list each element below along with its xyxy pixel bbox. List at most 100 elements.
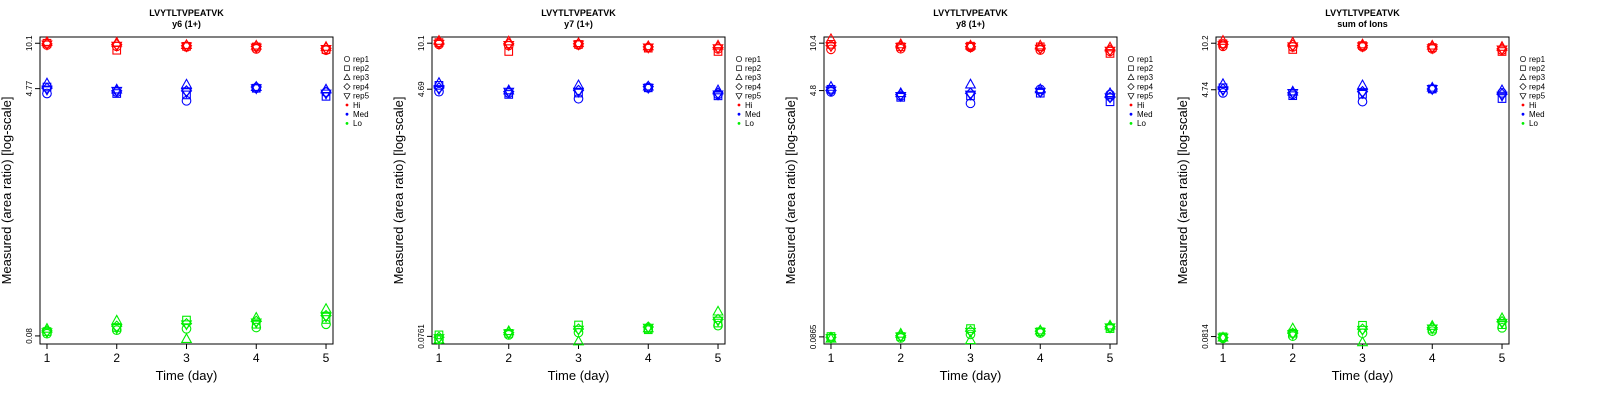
x-axis-label: Time (day): [940, 368, 1002, 383]
legend-label: rep1: [745, 55, 762, 64]
point-med-rep5: [1287, 88, 1299, 100]
point-hi-rep5: [320, 44, 332, 56]
point-hi-rep5: [250, 43, 262, 54]
point-lo-rep3: [1034, 324, 1046, 335]
point-lo-rep3: [1496, 311, 1508, 323]
legend-label: Med: [745, 110, 761, 119]
chart-title: LVYTLTVPEATVK: [149, 8, 224, 18]
legend-marker-med: [737, 112, 741, 116]
point-lo-rep2: [1358, 320, 1367, 330]
point-lo-rep5: [1287, 329, 1299, 341]
point-med-rep2: [1105, 97, 1115, 107]
point-lo-rep3: [320, 302, 332, 313]
point-med-rep2: [1288, 91, 1298, 101]
point-lo-rep3: [180, 332, 193, 343]
y-tick-label: 4.8: [809, 84, 818, 96]
x-tick-label: 2: [505, 351, 512, 365]
point-med-rep2: [1497, 94, 1507, 103]
x-tick-label: 5: [715, 351, 722, 365]
y-tick-label: 4.77: [25, 80, 34, 96]
chart-panel-2: LVYTLTVPEATVK y7 (1+) 1 2 3 4 5 0.0761 4.69 10.1 T…: [392, 0, 784, 400]
legend-marker-rep2: [344, 65, 350, 71]
chart-subtitle: y8 (1+): [956, 19, 985, 29]
y-tick-label: 10.1: [25, 35, 34, 51]
legend-marker-rep3: [735, 73, 743, 80]
x-tick-label: 5: [1499, 351, 1506, 365]
point-med-rep5: [250, 84, 262, 95]
point-lo-rep5: [642, 323, 654, 334]
point-hi-rep5: [1104, 46, 1116, 58]
point-med-rep3: [1217, 77, 1229, 89]
chart-subtitle: y6 (1+): [172, 19, 201, 29]
legend-marker-rep5: [1519, 93, 1527, 100]
point-lo-rep5: [1217, 333, 1229, 344]
legend-label: rep2: [1137, 64, 1154, 73]
point-lo-rep4: [320, 309, 332, 322]
x-tick-label: 1: [828, 351, 835, 365]
legend-label: Hi: [1137, 101, 1145, 110]
x-tick-label: 1: [44, 351, 51, 365]
legend-label: rep5: [1137, 92, 1154, 101]
legend-label: rep2: [1529, 64, 1546, 73]
point-hi-rep5: [1034, 44, 1046, 56]
legend-marker-hi: [737, 103, 741, 107]
legend-label: rep5: [1529, 92, 1546, 101]
point-med-rep3: [712, 84, 724, 95]
chart-title: LVYTLTVPEATVK: [541, 8, 616, 18]
point-med-rep2: [182, 90, 191, 100]
plot-frame: [39, 36, 334, 345]
point-hi-rep5: [964, 42, 977, 54]
y-tick-label: 10.2: [1201, 35, 1210, 51]
x-tick-label: 2: [113, 351, 120, 365]
x-tick-label: 4: [253, 351, 260, 365]
point-med-rep3: [964, 78, 977, 89]
legend-label: rep2: [353, 64, 370, 73]
point-lo-rep3: [1287, 322, 1299, 333]
point-hi-rep3: [250, 39, 262, 50]
legend-label: rep4: [1529, 82, 1546, 91]
point-med-rep3: [41, 77, 53, 88]
point-med-rep2: [112, 89, 122, 98]
legend-label: Hi: [745, 101, 753, 110]
plot-frame: [431, 36, 726, 345]
point-med-rep5: [895, 91, 907, 103]
legend-marker-rep1: [735, 55, 743, 63]
y-tick-label: 0.0865: [809, 324, 818, 349]
point-lo-rep5: [250, 318, 262, 329]
point-lo-rep5: [712, 316, 724, 327]
legend-marker-rep5: [1127, 93, 1135, 100]
legend-label: rep5: [745, 92, 762, 101]
data-points: [41, 35, 332, 343]
point-hi-rep3: [642, 39, 654, 51]
y-tick-label: 0.0761: [417, 324, 426, 349]
point-hi-rep5: [433, 39, 445, 51]
y-axis-label: Measured (area ratio) [log-scale]: [392, 97, 406, 285]
legend-marker-lo: [737, 122, 741, 125]
legend-marker-rep4: [1127, 83, 1135, 91]
point-med-rep1: [434, 86, 444, 97]
point-hi-rep3: [1217, 34, 1229, 45]
legend-label: rep3: [745, 73, 762, 82]
point-med-rep3: [180, 78, 193, 89]
legend-label: Lo: [745, 119, 754, 128]
data-points: [825, 32, 1116, 345]
point-med-rep5: [572, 87, 585, 99]
x-tick-label: 2: [897, 351, 904, 365]
point-hi-rep2: [504, 47, 514, 56]
legend-label: rep3: [1529, 73, 1546, 82]
point-hi-rep1: [826, 44, 836, 55]
legend-label: Med: [1529, 110, 1545, 119]
point-med-rep5: [433, 85, 445, 96]
legend-marker-rep1: [1127, 55, 1135, 63]
legend-marker-rep4: [343, 83, 351, 91]
point-hi-rep5: [572, 40, 585, 51]
point-hi-rep2: [1105, 49, 1115, 58]
point-hi-rep5: [180, 42, 193, 53]
point-med-rep5: [320, 89, 332, 100]
point-med-rep5: [1104, 93, 1116, 104]
